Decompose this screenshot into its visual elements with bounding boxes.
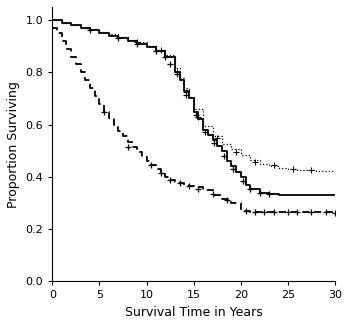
Point: [183, 92, 189, 97]
Point: [134, 41, 140, 46]
Point: [224, 198, 229, 203]
Point: [252, 210, 258, 215]
Point: [167, 62, 173, 67]
Point: [125, 144, 131, 149]
Point: [290, 167, 296, 172]
Point: [266, 191, 272, 197]
Point: [233, 149, 239, 155]
Point: [221, 153, 227, 158]
Point: [158, 170, 163, 176]
Point: [285, 210, 291, 215]
Point: [271, 210, 276, 215]
Point: [261, 210, 267, 215]
Point: [158, 48, 163, 53]
Point: [167, 177, 173, 182]
Point: [134, 40, 140, 45]
Point: [195, 114, 201, 119]
X-axis label: Survival Time in Years: Survival Time in Years: [125, 306, 262, 319]
Point: [174, 71, 179, 76]
Point: [148, 163, 154, 168]
Point: [87, 28, 93, 33]
Point: [210, 191, 215, 197]
Point: [295, 210, 300, 215]
Point: [309, 168, 314, 173]
Point: [153, 49, 159, 54]
Point: [332, 211, 338, 216]
Point: [257, 190, 262, 195]
Point: [323, 210, 328, 215]
Point: [309, 210, 314, 215]
Point: [243, 208, 248, 214]
Point: [252, 159, 258, 164]
Y-axis label: Proportion Surviving: Proportion Surviving: [7, 81, 20, 208]
Point: [202, 130, 208, 135]
Point: [183, 89, 189, 95]
Point: [230, 167, 236, 172]
Point: [116, 36, 121, 41]
Point: [101, 109, 107, 114]
Point: [186, 184, 192, 189]
Point: [271, 163, 276, 168]
Point: [195, 186, 201, 191]
Point: [174, 70, 179, 75]
Point: [193, 113, 198, 118]
Point: [247, 186, 253, 191]
Point: [240, 178, 245, 184]
Point: [214, 135, 220, 140]
Point: [177, 181, 182, 186]
Point: [163, 54, 168, 59]
Point: [211, 140, 217, 145]
